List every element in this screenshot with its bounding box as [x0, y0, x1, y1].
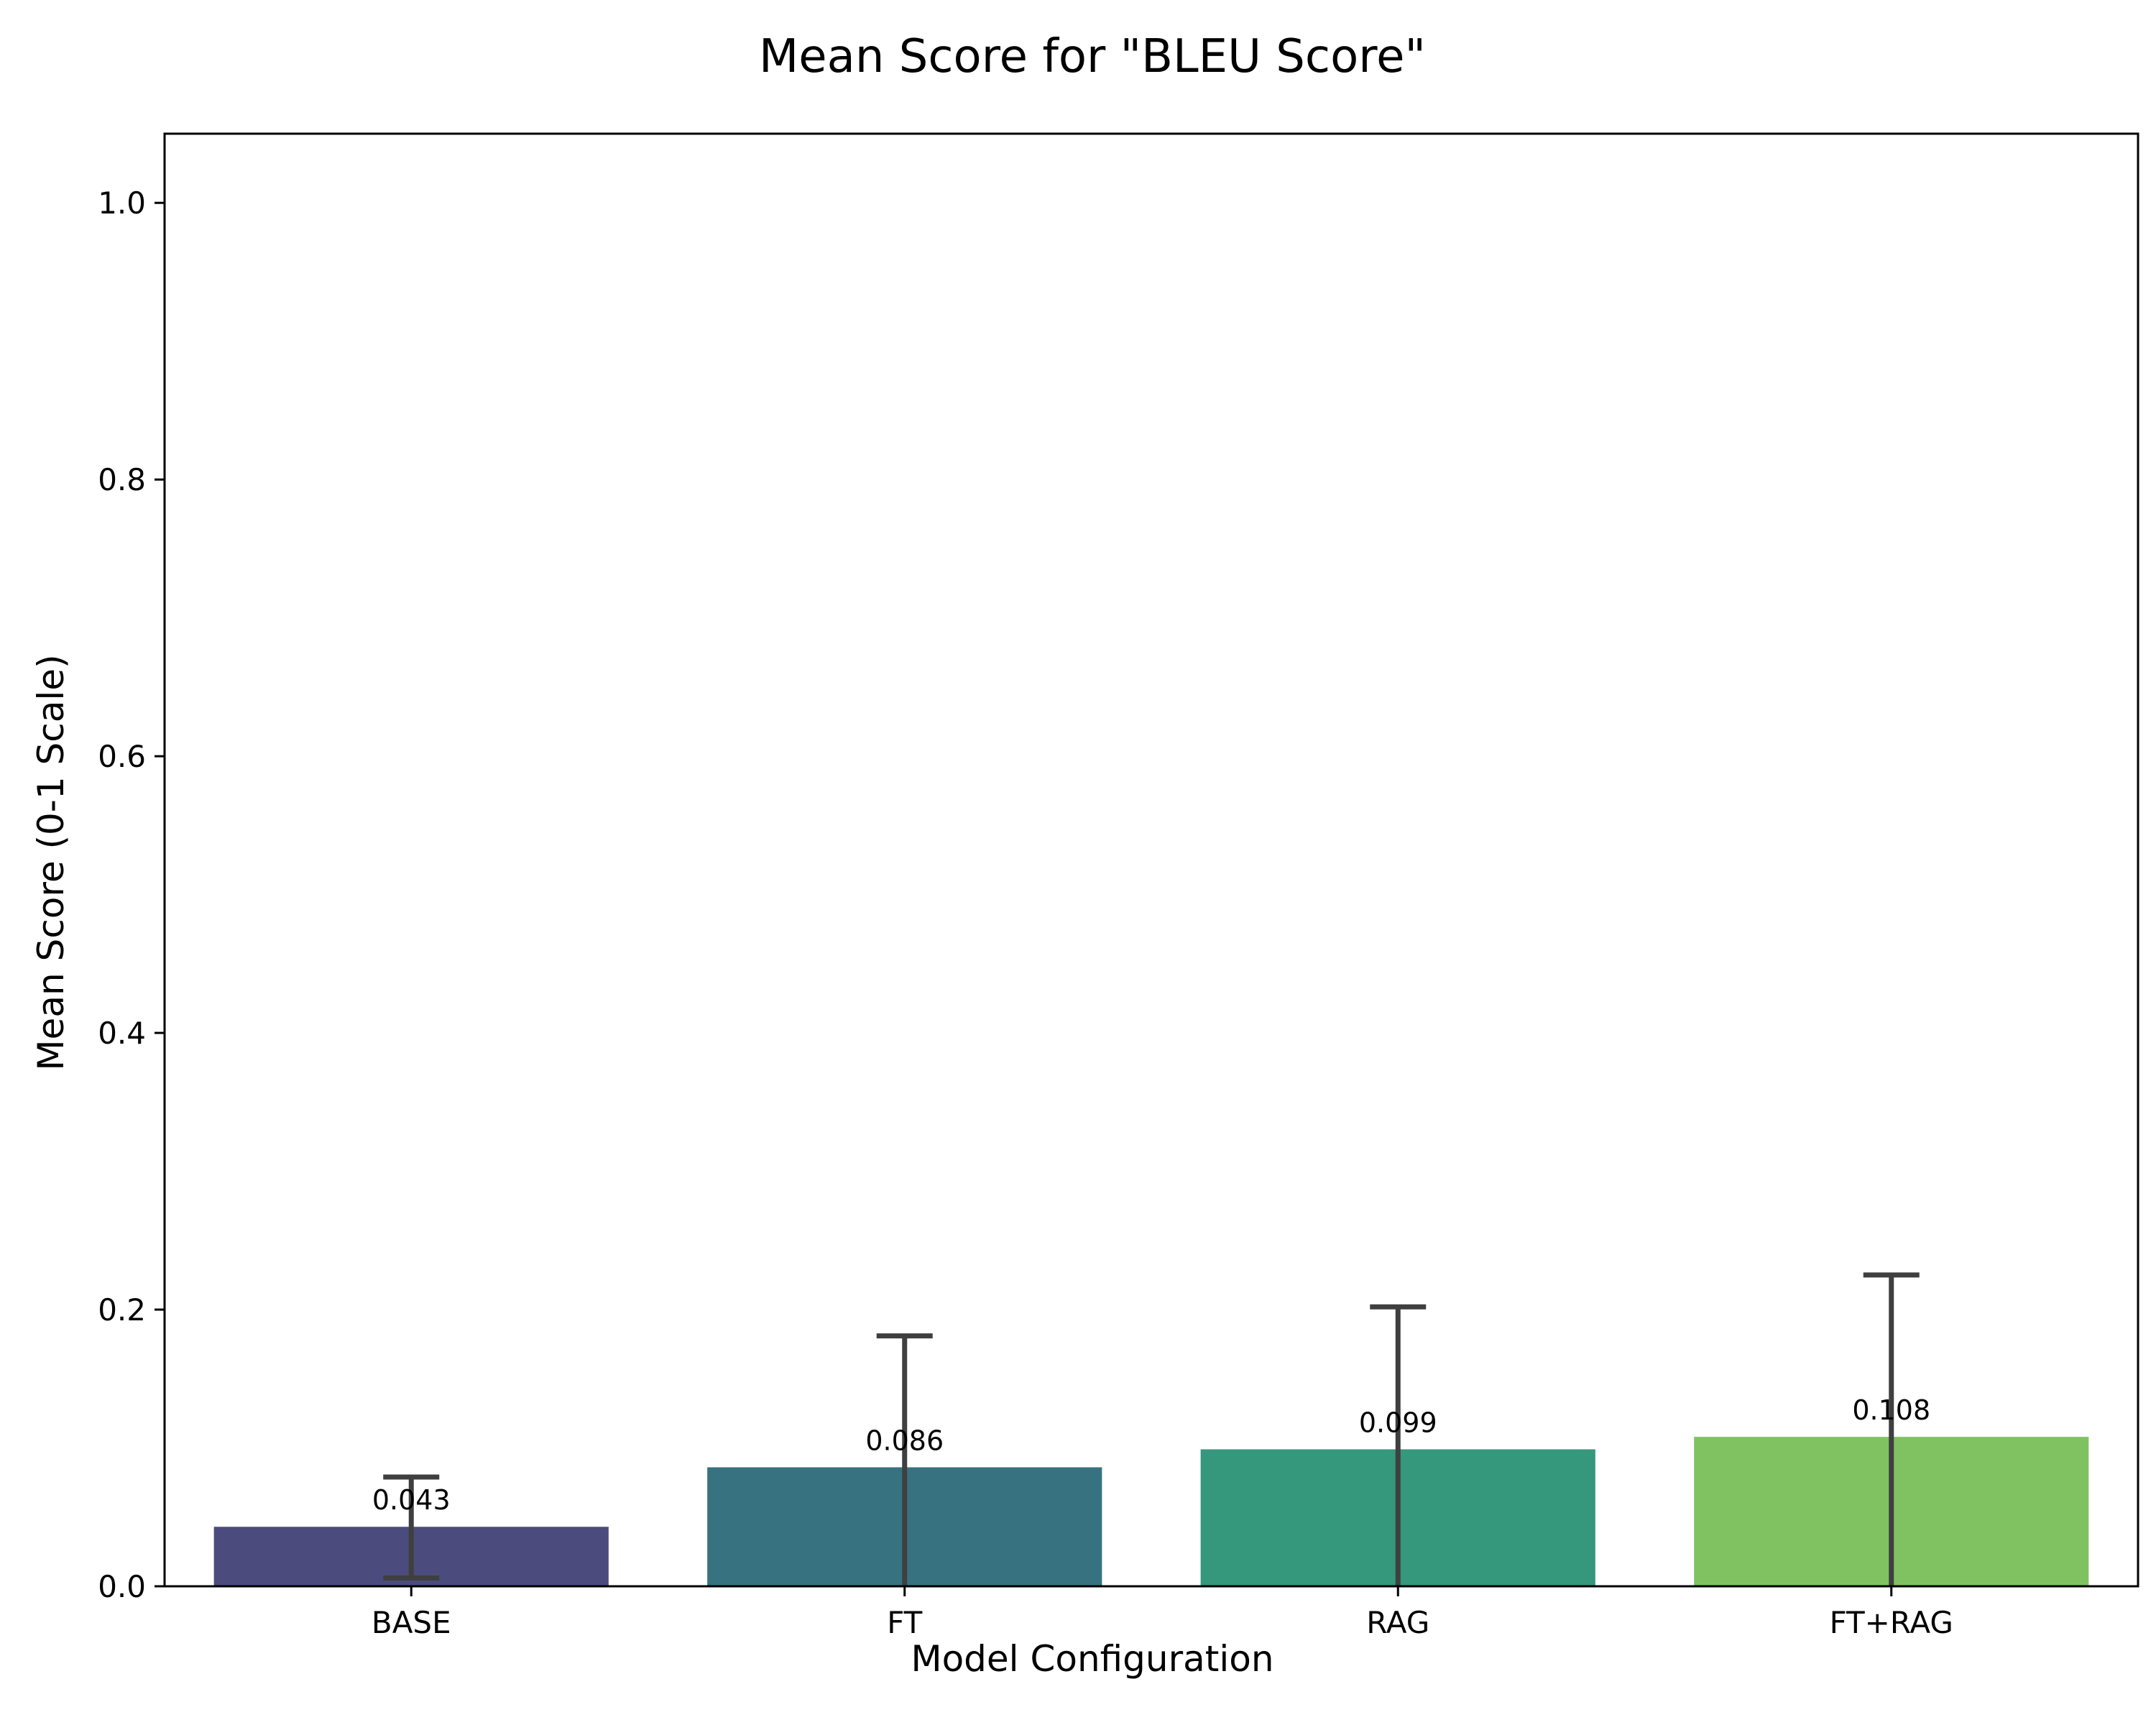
y-tick-label-4: 0.8 — [98, 462, 146, 497]
y-tick-label-5: 1.0 — [98, 185, 146, 221]
axes-frame — [163, 132, 2139, 1588]
x-tick-label-3: FT+RAG — [1830, 1605, 1953, 1640]
x-tick-label-1: FT — [887, 1605, 922, 1640]
data-label-3: 0.108 — [1852, 1394, 1930, 1426]
chart-title: Mean Score for "BLEU Score" — [759, 30, 1426, 83]
y-tick-label-2: 0.4 — [98, 1016, 146, 1051]
y-tick-label-1: 0.2 — [98, 1292, 146, 1328]
x-tick-label-2: RAG — [1366, 1605, 1429, 1640]
x-axis-label: Model Configuration — [911, 1638, 1273, 1680]
y-tick-label-0: 0.0 — [98, 1569, 146, 1604]
plot-area: 0.043 0.086 0.099 0.108 0.0 0.2 0.4 0.6 0.8 1.0 BA… — [98, 132, 2139, 1640]
x-tick-label-0: BASE — [372, 1605, 451, 1640]
data-label-0: 0.043 — [372, 1484, 451, 1516]
y-axis-label: Mean Score (0-1 Scale) — [30, 654, 72, 1070]
data-label-2: 0.099 — [1359, 1407, 1437, 1438]
y-tick-label-3: 0.6 — [98, 739, 146, 774]
data-label-1: 0.086 — [865, 1425, 944, 1456]
